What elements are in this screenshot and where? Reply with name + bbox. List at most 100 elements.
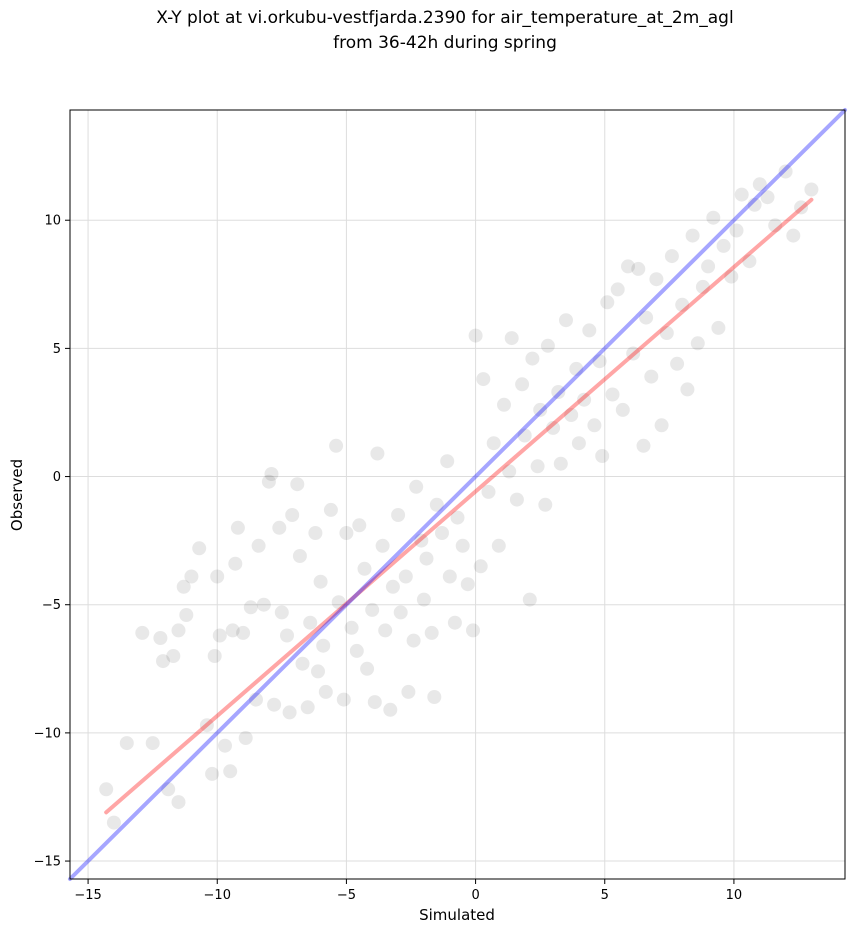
identity-line: [68, 108, 847, 881]
scatter-point: [161, 782, 176, 797]
scatter-point: [225, 623, 240, 638]
scatter-point: [223, 764, 238, 779]
scatter-point: [316, 638, 331, 653]
scatter-point: [280, 628, 294, 643]
scatter-point: [711, 320, 726, 335]
scatter-point: [538, 497, 553, 512]
scatter-point: [385, 579, 400, 594]
scatter-point: [804, 182, 819, 197]
scatter-point: [318, 684, 333, 699]
scatter-point: [230, 520, 245, 535]
scatter-point: [595, 449, 610, 463]
x-tick-label: −15: [74, 888, 101, 903]
scatter-point: [199, 718, 214, 733]
y-tick-label: 0: [53, 470, 61, 485]
scatter-point: [706, 210, 721, 225]
scatter-point: [447, 615, 462, 630]
scatter-point: [274, 605, 289, 620]
scatter-point: [300, 700, 315, 715]
scatter-point: [212, 628, 227, 643]
scatter-point: [176, 579, 191, 594]
scatter-point: [644, 369, 659, 384]
scatter-point: [569, 361, 584, 376]
scatter-point: [106, 815, 121, 830]
scatter-point: [243, 600, 258, 615]
scatter-point: [166, 649, 181, 663]
scatter-point: [522, 592, 537, 607]
scatter-point: [238, 731, 253, 745]
chart-title: X-Y plot at vi.orkubu-vestfjarda.2390 fo…: [156, 8, 733, 28]
scatter-point: [401, 684, 416, 699]
scatter-point: [778, 164, 793, 179]
scatter-point: [659, 326, 674, 340]
scatter-point: [636, 438, 651, 453]
scatter-point: [435, 526, 449, 540]
scatter-point: [515, 377, 530, 392]
scatter-point: [571, 436, 586, 451]
scatter-point: [649, 272, 664, 287]
scatter-point: [256, 597, 271, 612]
y-tick-label: −10: [34, 726, 61, 741]
scatter-point: [370, 446, 385, 461]
scatter-point: [468, 328, 483, 343]
grid: [70, 110, 845, 879]
scatter-point: [264, 467, 279, 481]
scatter-point: [701, 259, 716, 274]
plot-area: [68, 108, 847, 881]
scatter-point: [249, 692, 263, 707]
scatter-point: [639, 310, 654, 325]
scatter-point: [267, 697, 282, 712]
scatter-point: [409, 479, 424, 494]
scatter-point: [218, 738, 232, 753]
scatter-point: [184, 569, 199, 584]
scatter-point: [308, 526, 323, 540]
scatter-point: [367, 695, 382, 710]
chart-subtitle: from 36-42h during spring: [333, 33, 557, 53]
scatter-point: [171, 623, 186, 638]
scatter-point: [153, 631, 168, 645]
scatter-point: [621, 259, 635, 274]
scatter-point: [236, 625, 251, 640]
plot-frame: [69, 109, 846, 880]
scatter-point: [440, 454, 455, 469]
scatter-point: [383, 702, 398, 717]
scatter-point: [794, 200, 809, 215]
fit-lines: [68, 108, 847, 881]
scatter-point: [414, 533, 429, 548]
scatter-point: [760, 190, 775, 205]
scatter-point: [429, 497, 444, 512]
scatter-point: [228, 556, 243, 571]
y-tick-label: 10: [44, 214, 61, 229]
scatter-point: [460, 577, 475, 592]
scatter-point: [171, 795, 186, 810]
scatter-point: [466, 623, 480, 638]
x-tick-label: 10: [726, 888, 743, 903]
scatter-point: [734, 187, 749, 202]
scatter-point: [551, 385, 566, 399]
y-tick-label: −15: [34, 855, 61, 870]
scatter-point: [179, 608, 194, 622]
y-tick-label: −5: [42, 598, 61, 613]
scatter-point: [724, 269, 739, 284]
scatter-point: [610, 282, 625, 297]
scatter-point: [587, 418, 602, 433]
scatter-point: [393, 605, 408, 620]
scatter-point: [398, 569, 413, 584]
scatter-point: [210, 569, 225, 584]
scatter-point: [533, 402, 548, 417]
y-tick-label: 5: [53, 342, 61, 357]
scatter-point: [285, 508, 300, 522]
scatter-point: [357, 561, 372, 576]
scatter-point: [517, 428, 532, 443]
scatter-point: [540, 338, 555, 353]
scatter-point: [119, 736, 134, 751]
scatter-point: [349, 643, 364, 658]
scatter-point: [600, 295, 615, 310]
scatter-point: [768, 218, 783, 233]
scatter-point: [690, 336, 705, 351]
scatter-point: [509, 492, 524, 507]
scatter-point: [592, 354, 607, 369]
scatter-point: [419, 551, 434, 566]
scatter-point: [577, 392, 592, 407]
